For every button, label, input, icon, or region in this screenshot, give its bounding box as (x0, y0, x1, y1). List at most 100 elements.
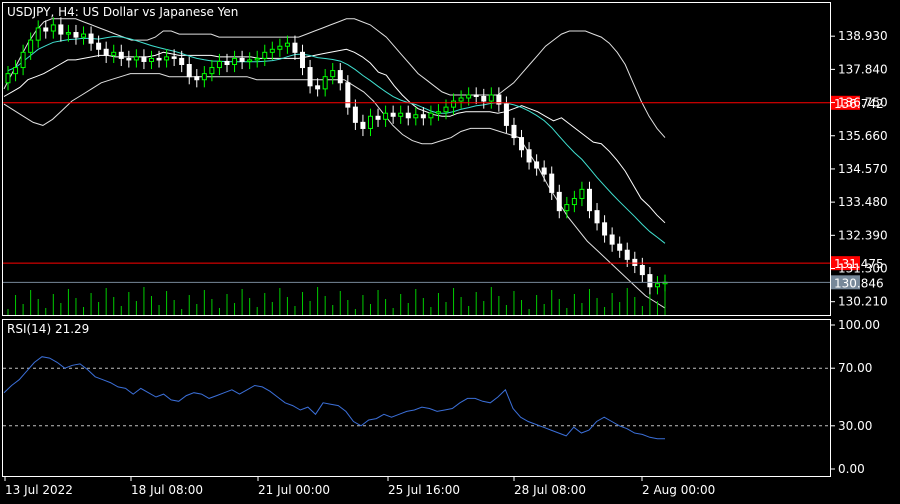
candle-body (624, 249, 630, 260)
price-tick-label: 134.570 (838, 162, 888, 176)
candle-body (428, 112, 434, 119)
candle-body (277, 45, 283, 50)
time-tick-label: 25 Jul 16:00 (388, 483, 460, 497)
candle-body (390, 112, 396, 117)
candle-body (647, 274, 653, 288)
price-tick-label: 133.480 (838, 195, 888, 209)
candle-body (337, 70, 343, 84)
candle-body (367, 115, 373, 129)
candle-body (632, 258, 638, 266)
candle-body (352, 106, 358, 123)
chart-title: USDJPY, H4: US Dollar vs Japanese Yen (7, 5, 238, 19)
price-tag: 130.846 (831, 275, 884, 290)
price-tick-label: 130.210 (838, 295, 888, 309)
candle-body (300, 51, 306, 69)
candle-body (141, 56, 147, 62)
price-tick-label: 135.660 (838, 129, 888, 143)
candle-body (360, 121, 366, 129)
candle-body (118, 51, 124, 59)
candle-body (617, 243, 623, 251)
candle-body (609, 234, 615, 245)
candle-body (179, 57, 185, 66)
price-tag-bg (831, 275, 860, 290)
candle-body (420, 114, 426, 119)
candle-body (586, 188, 592, 212)
rsi-panel-frame (2, 319, 831, 477)
candle-body (488, 94, 494, 102)
candle-body (541, 167, 547, 175)
price-tag: 131.475 (831, 256, 884, 271)
candle-body (247, 59, 253, 62)
price-axis: 138.930 137.840 136.750 135.660 134.570 133.4… (830, 29, 888, 309)
candle-body (194, 76, 200, 81)
band-upper (3, 18, 666, 138)
candle-body (232, 57, 238, 66)
candle-body (322, 76, 328, 90)
candle-body (526, 149, 532, 163)
candle-body (262, 51, 268, 59)
price-lines: 136.742 131.475 130.846 (3, 95, 884, 290)
candle-body (458, 97, 464, 102)
candle-body (315, 85, 321, 90)
candle-body (503, 103, 509, 126)
price-tick-label: 137.840 (838, 62, 888, 76)
price-tag-label: 130.846 (834, 276, 884, 290)
candle-body (481, 95, 487, 102)
candle-body (148, 57, 154, 62)
rsi-title: RSI(14) 21.29 (7, 322, 89, 336)
candle-body (5, 73, 11, 84)
candle-body (164, 56, 170, 61)
candle-body (413, 114, 419, 119)
candle-body (254, 57, 260, 61)
time-tick-label: 21 Jul 00:00 (258, 483, 330, 497)
candle-body (594, 210, 600, 224)
candle-body (383, 112, 389, 120)
candle-body (126, 57, 132, 61)
candle-body (375, 115, 381, 120)
candle-body (269, 48, 275, 53)
candle-body (511, 124, 517, 139)
rsi-tick-label: 70.00 (838, 361, 872, 375)
rsi-tick-label: 0.00 (838, 462, 865, 476)
time-axis: 13 Jul 2022 18 Jul 08:00 21 Jul 00:00 25 Ju… (4, 477, 715, 497)
main-panel-frame (2, 2, 831, 316)
candle-body (519, 137, 525, 151)
candle-body (65, 32, 71, 35)
candle-body (201, 73, 207, 81)
price-tag-bg (831, 95, 860, 110)
candle-body (209, 67, 215, 75)
candle-body (549, 173, 555, 193)
candle-body (216, 60, 222, 69)
candle-body (443, 106, 449, 113)
candles (5, 17, 668, 295)
candle-body (473, 94, 479, 97)
price-tag-label: 131.475 (834, 257, 884, 271)
candle-body (43, 27, 49, 32)
candle-body (81, 33, 87, 38)
candle-body (186, 64, 192, 78)
band-lower (3, 73, 666, 309)
candle-body (156, 57, 162, 61)
moving-averages (3, 35, 666, 244)
candle-body (88, 33, 94, 44)
candle-body (111, 51, 117, 56)
candle-body (602, 222, 608, 236)
rsi-tick-label: 100.00 (838, 318, 880, 332)
candle-body (20, 51, 26, 69)
candle-body (639, 264, 645, 276)
candle-body (292, 42, 298, 53)
candle-body (307, 67, 313, 87)
candle-body (435, 111, 441, 114)
candle-body (50, 24, 56, 32)
candle-body (405, 112, 411, 119)
candle-body (13, 67, 19, 75)
candle-body (571, 197, 577, 206)
candle-body (345, 82, 351, 108)
price-tag-bg (831, 256, 860, 271)
price-tick-label: 131.300 (838, 262, 888, 276)
rsi-tick-label: 30.00 (838, 419, 872, 433)
price-tag: 136.742 (831, 95, 884, 111)
candle-body (58, 24, 64, 35)
rsi-line (3, 356, 665, 440)
